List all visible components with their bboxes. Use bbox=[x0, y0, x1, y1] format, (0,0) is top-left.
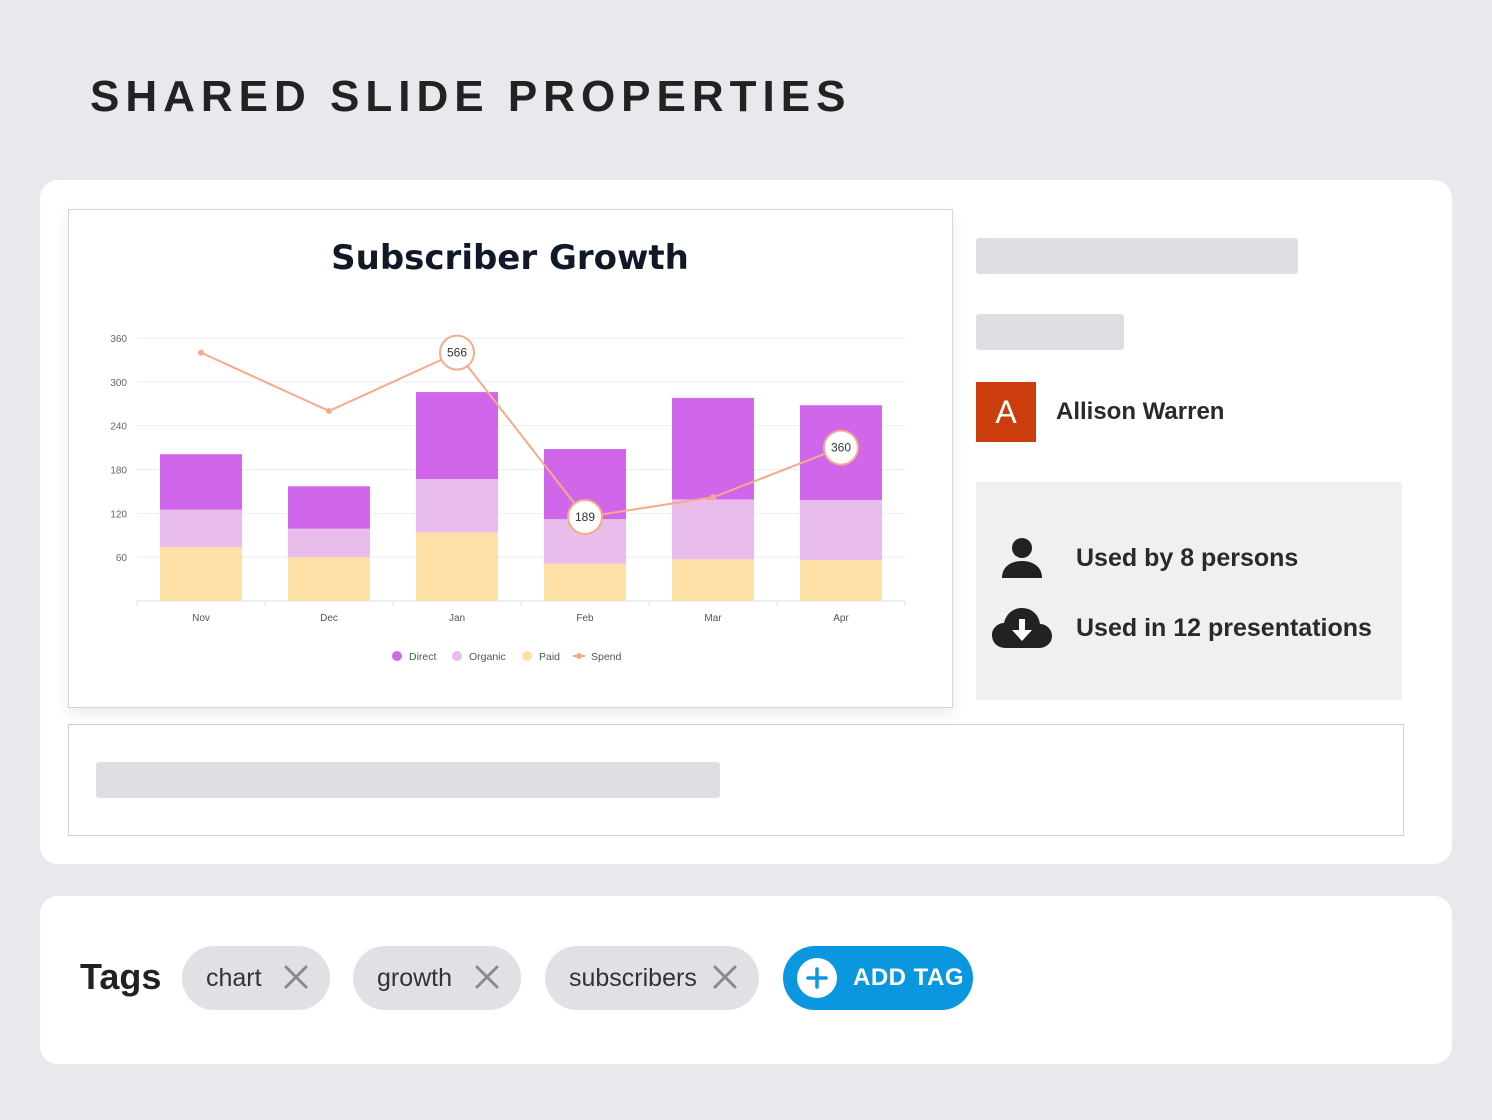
legend-label-direct: Direct bbox=[409, 651, 437, 663]
used-by-persons: Used by 8 persons bbox=[1076, 543, 1299, 572]
properties-card: Subscriber Growth 60 120 180 240 300 360 Nov Dec… bbox=[40, 180, 1452, 864]
legend-label-spend: Spend bbox=[591, 651, 622, 663]
y-tick-label: 180 bbox=[110, 466, 127, 477]
subscriber-growth-chart: Subscriber Growth 60 120 180 240 300 360 Nov Dec… bbox=[110, 238, 906, 663]
y-tick-label: 120 bbox=[110, 509, 127, 520]
usage-persons: Used by 8 persons bbox=[992, 534, 1298, 582]
spend-data-label: 566 bbox=[447, 346, 467, 360]
legend-label-paid: Paid bbox=[539, 651, 560, 663]
avatar: A bbox=[976, 382, 1036, 442]
x-tick-label: Nov bbox=[192, 613, 210, 624]
spend-point-nov bbox=[198, 349, 204, 356]
bar-organic-mar bbox=[672, 499, 754, 560]
spend-marker-jan bbox=[439, 334, 475, 371]
bar-paid-feb bbox=[544, 563, 626, 601]
legend-swatch-organic bbox=[452, 651, 462, 661]
legend-swatch-paid bbox=[522, 651, 532, 661]
bar-paid-apr bbox=[800, 560, 882, 601]
plus-icon bbox=[797, 958, 837, 998]
usage-presentations: Used in 12 presentations bbox=[992, 604, 1372, 652]
remove-tag-icon[interactable] bbox=[473, 963, 501, 991]
tag-label: growth bbox=[377, 963, 453, 992]
bar-direct-jan bbox=[416, 392, 498, 479]
used-in-presentations: Used in 12 presentations bbox=[1076, 613, 1372, 642]
x-tick-label: Apr bbox=[833, 613, 849, 624]
spend-data-label: 189 bbox=[575, 510, 595, 524]
legend-label-organic: Organic bbox=[469, 651, 506, 663]
cloud-download-icon bbox=[992, 604, 1052, 652]
x-tick-label: Mar bbox=[704, 613, 722, 624]
bar-paid-nov bbox=[160, 546, 242, 601]
tags-card: Tags chart growth subscribers ADD TAG bbox=[40, 896, 1452, 1064]
description-box[interactable] bbox=[68, 724, 1404, 836]
bar-organic-apr bbox=[800, 500, 882, 561]
spend-point-dec bbox=[326, 408, 332, 415]
bar-paid-jan bbox=[416, 532, 498, 601]
description-placeholder bbox=[96, 762, 720, 798]
tag-chart: chart bbox=[182, 946, 330, 1010]
legend-swatch-dot bbox=[576, 653, 582, 659]
slide-preview[interactable]: Subscriber Growth 60 120 180 240 300 360 Nov Dec… bbox=[68, 209, 953, 708]
chart-title: Subscriber Growth bbox=[331, 238, 689, 278]
add-tag-button[interactable]: ADD TAG bbox=[783, 946, 973, 1010]
tag-label: subscribers bbox=[569, 963, 697, 992]
y-tick-label: 240 bbox=[110, 422, 127, 433]
y-tick-label: 360 bbox=[110, 334, 127, 345]
tags-label: Tags bbox=[80, 956, 162, 997]
remove-tag-icon[interactable] bbox=[711, 963, 739, 991]
bar-direct-dec bbox=[288, 486, 370, 529]
spend-line bbox=[200, 351, 842, 519]
spend-marker-apr bbox=[823, 429, 859, 466]
bar-paid-dec bbox=[288, 557, 370, 601]
tag-label: chart bbox=[206, 963, 262, 992]
person-icon bbox=[992, 534, 1052, 582]
page-title: SHARED SLIDE PROPERTIES bbox=[90, 72, 852, 121]
tag-subscribers: subscribers bbox=[545, 946, 759, 1010]
y-tick-label: 60 bbox=[116, 553, 128, 564]
y-tick-label: 300 bbox=[110, 378, 127, 389]
bar-organic-jan bbox=[416, 478, 498, 533]
bar-direct-mar bbox=[672, 397, 754, 500]
author: A Allison Warren bbox=[976, 382, 1224, 442]
bar-direct-nov bbox=[160, 454, 242, 510]
subtitle-placeholder bbox=[976, 314, 1124, 350]
legend-swatch-direct bbox=[392, 651, 402, 661]
add-tag-label: ADD TAG bbox=[853, 964, 965, 991]
tag-growth: growth bbox=[353, 946, 521, 1010]
spend-point-mar bbox=[710, 494, 716, 501]
author-name: Allison Warren bbox=[1056, 398, 1225, 425]
title-placeholder bbox=[976, 238, 1298, 274]
bar-organic-dec bbox=[288, 528, 370, 558]
spend-data-label: 360 bbox=[831, 441, 851, 455]
bar-organic-nov bbox=[160, 509, 242, 547]
bar-paid-mar bbox=[672, 559, 754, 601]
usage-panel: Used by 8 persons Used in 12 presentatio… bbox=[976, 482, 1402, 700]
x-tick-label: Feb bbox=[576, 613, 594, 624]
spend-marker-feb bbox=[567, 498, 603, 535]
x-tick-label: Dec bbox=[320, 613, 338, 624]
remove-tag-icon[interactable] bbox=[282, 963, 310, 991]
x-tick-label: Jan bbox=[449, 613, 465, 624]
